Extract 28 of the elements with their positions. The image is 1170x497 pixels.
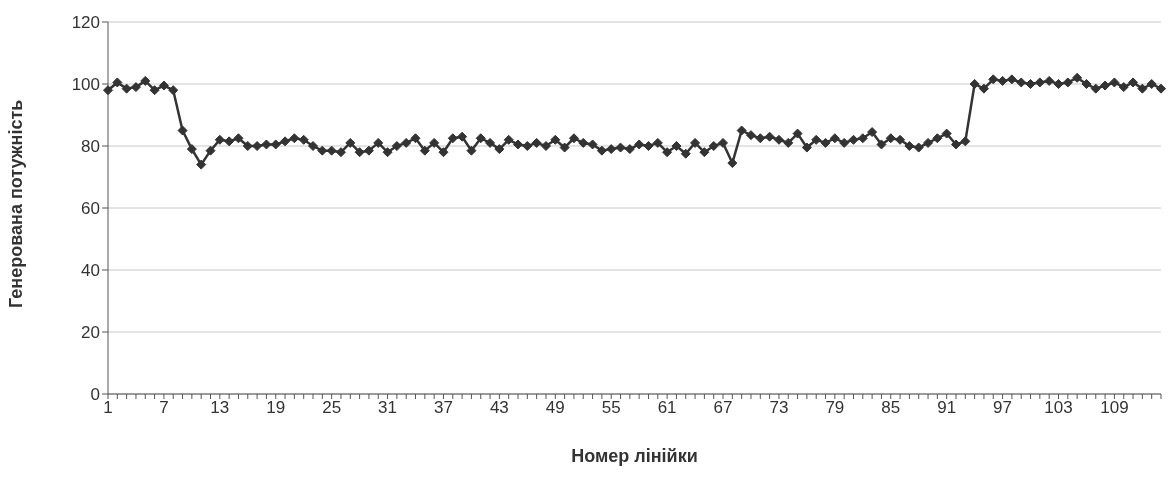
- x-tick-label: 73: [769, 398, 789, 418]
- x-tick-label: 85: [881, 398, 901, 418]
- x-tick-label: 43: [489, 398, 509, 418]
- y-tick-label: 0: [90, 385, 100, 405]
- x-tick-label: 79: [825, 398, 845, 418]
- y-tick-label: 20: [81, 323, 100, 343]
- y-tick-label: 100: [71, 75, 100, 95]
- x-tick-label: 25: [322, 398, 342, 418]
- x-tick-label: 13: [210, 398, 230, 418]
- x-tick-label: 55: [601, 398, 621, 418]
- x-tick-label: 67: [713, 398, 733, 418]
- x-tick-label: 97: [993, 398, 1013, 418]
- x-tick-label: 49: [545, 398, 565, 418]
- x-axis-title: Номер лінійки: [571, 446, 698, 466]
- y-tick-label: 60: [81, 199, 100, 219]
- x-tick-label: 103: [1044, 398, 1073, 418]
- x-tick-label: 61: [657, 398, 677, 418]
- x-tick-label: 37: [434, 398, 453, 418]
- y-tick-label: 120: [71, 13, 100, 33]
- x-tick-label: 109: [1100, 398, 1129, 418]
- x-tick-label: 91: [937, 398, 957, 418]
- x-tick-label: 19: [266, 398, 286, 418]
- y-tick-label: 80: [81, 137, 100, 157]
- x-tick-label: 7: [159, 398, 169, 418]
- y-tick-label: 40: [81, 261, 100, 281]
- x-tick-label: 1: [103, 398, 113, 418]
- y-axis-title: Генерована потужність: [6, 99, 27, 308]
- x-tick-label: 31: [378, 398, 398, 418]
